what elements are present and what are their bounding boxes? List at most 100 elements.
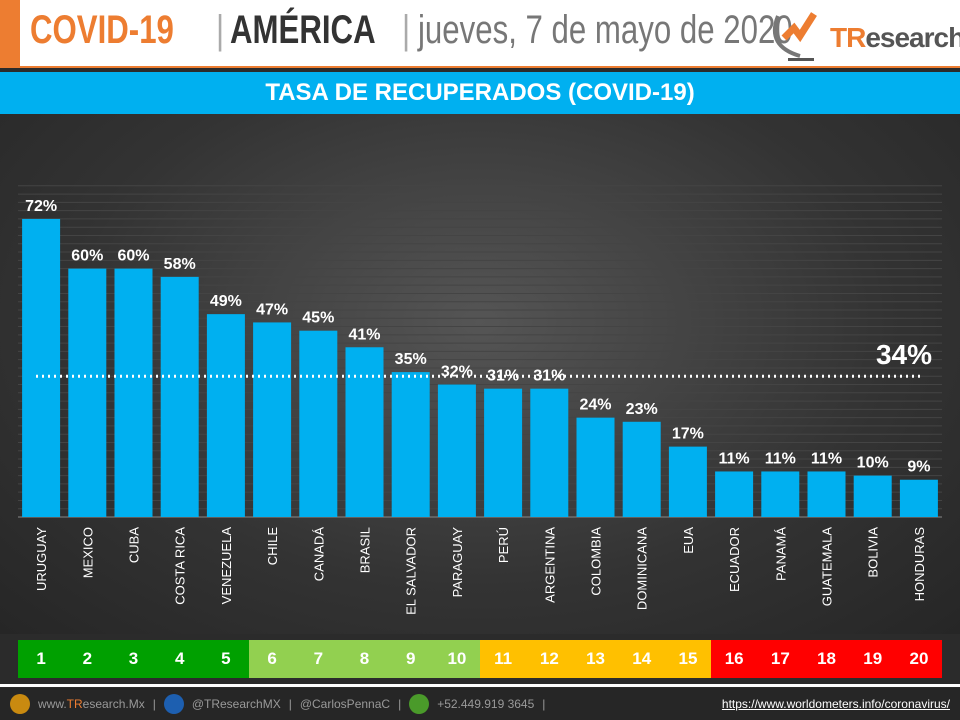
bar-costa-rica bbox=[160, 276, 199, 517]
rank-cell: 8 bbox=[341, 640, 388, 678]
category-label: EUA bbox=[681, 527, 696, 554]
separator: | bbox=[216, 8, 225, 52]
divider bbox=[0, 684, 960, 687]
region: AMÉRICA bbox=[230, 8, 376, 52]
data-label: 31% bbox=[533, 368, 565, 385]
whatsapp-icon bbox=[409, 694, 430, 714]
data-label: 35% bbox=[395, 351, 427, 368]
bar-el-salvador bbox=[391, 372, 430, 517]
bar-paraguay bbox=[437, 384, 476, 517]
rank-cell: 13 bbox=[572, 640, 619, 678]
rank-cell: 20 bbox=[895, 640, 943, 678]
rank-cell: 10 bbox=[433, 640, 481, 678]
rank-cell: 3 bbox=[110, 640, 157, 678]
category-label: PANAMÁ bbox=[773, 527, 788, 581]
data-label: 32% bbox=[441, 364, 473, 381]
data-label: 10% bbox=[857, 455, 889, 472]
separator: | bbox=[152, 697, 156, 711]
twitter-icon bbox=[163, 694, 184, 714]
data-label: 17% bbox=[672, 426, 704, 443]
separator: | bbox=[542, 697, 546, 711]
separator: | bbox=[402, 8, 411, 52]
rank-cell: 12 bbox=[526, 640, 573, 678]
rank-cell: 15 bbox=[664, 640, 712, 678]
data-label: 60% bbox=[117, 248, 149, 265]
data-label: 31% bbox=[487, 368, 519, 385]
data-label: 41% bbox=[348, 326, 380, 343]
category-label: CHILE bbox=[265, 527, 280, 566]
category-label: BOLIVIA bbox=[866, 527, 881, 578]
bar-uruguay bbox=[22, 218, 61, 518]
category-label: BRASIL bbox=[358, 527, 373, 573]
bar-argentina bbox=[530, 388, 569, 517]
footer: www.TResearch.Mx | @TResearchMX | @Carlo… bbox=[0, 688, 960, 720]
phone: +52.449.919 3645 bbox=[437, 697, 535, 711]
rank-cell: 6 bbox=[249, 640, 296, 678]
bar-honduras bbox=[899, 479, 938, 517]
category-label: HONDURAS bbox=[912, 527, 927, 602]
data-label: 11% bbox=[719, 450, 750, 467]
category-label: URUGUAY bbox=[34, 527, 49, 591]
data-label: 11% bbox=[765, 450, 796, 467]
data-label: 9% bbox=[907, 459, 930, 476]
category-label: EL SALVADOR bbox=[404, 527, 419, 615]
rank-cell: 1 bbox=[18, 640, 65, 678]
bar-cuba bbox=[114, 268, 153, 517]
rank-cell: 18 bbox=[803, 640, 850, 678]
bar-chile bbox=[253, 322, 292, 517]
data-label: 58% bbox=[164, 256, 196, 273]
rank-cell: 17 bbox=[757, 640, 804, 678]
bar-dominicana bbox=[622, 421, 661, 517]
data-label: 60% bbox=[71, 248, 103, 265]
bar-chart: 72% URUGUAY 60% MEXICO 60% CUBA 58% COSTA RICA 4… bbox=[0, 114, 960, 634]
bar-brasil bbox=[345, 347, 384, 517]
twitter-handle-2[interactable]: @CarlosPennaC bbox=[299, 697, 391, 711]
category-label: COLOMBIA bbox=[589, 527, 604, 596]
category-label: DOMINICANA bbox=[635, 527, 650, 610]
logo-text: TResearch bbox=[830, 22, 960, 53]
bar-ecuador bbox=[715, 471, 754, 517]
rank-cell: 14 bbox=[618, 640, 665, 678]
bar-eua bbox=[668, 446, 707, 517]
category-label: CUBA bbox=[127, 527, 142, 563]
tresearch-logo-icon bbox=[772, 12, 817, 61]
category-label: VENEZUELA bbox=[219, 527, 234, 605]
bar-colombia bbox=[576, 417, 615, 517]
date: jueves, 7 de mayo de 2020 bbox=[418, 8, 793, 52]
rank-cell: 5 bbox=[202, 640, 250, 678]
title: COVID-19 bbox=[30, 8, 174, 52]
rank-cell: 9 bbox=[387, 640, 434, 678]
category-label: PERÚ bbox=[496, 527, 511, 563]
twitter-handle[interactable]: @TResearchMX bbox=[191, 697, 281, 711]
separator: | bbox=[288, 697, 292, 711]
rank-cell: 11 bbox=[480, 640, 527, 678]
bar-bolivia bbox=[853, 475, 892, 517]
website-link[interactable]: www.TResearch.Mx bbox=[38, 697, 145, 711]
source-link[interactable]: https://www.worldometers.info/coronaviru… bbox=[721, 697, 950, 711]
data-label: 49% bbox=[210, 293, 242, 310]
average-label: 34% bbox=[876, 339, 932, 370]
ranking-bar: 1 2 3 4 5 6 7 8 9 10 11 12 13 14 15 16 17 18 19 20 bbox=[18, 640, 943, 678]
bar-venezuela bbox=[206, 314, 245, 517]
data-label: 23% bbox=[626, 401, 658, 418]
data-label: 24% bbox=[579, 397, 611, 414]
data-label: 72% bbox=[25, 198, 57, 215]
category-label: GUATEMALA bbox=[820, 527, 835, 607]
chart-banner: TASA DE RECUPERADOS (COVID-19) bbox=[0, 72, 960, 114]
rank-cell: 4 bbox=[156, 640, 203, 678]
data-label: 11% bbox=[811, 450, 842, 467]
category-label: MEXICO bbox=[80, 527, 95, 578]
rank-cell: 2 bbox=[64, 640, 111, 678]
rank-cell: 19 bbox=[849, 640, 896, 678]
category-label: PARAGUAY bbox=[450, 527, 465, 598]
globe-icon bbox=[10, 694, 30, 714]
category-label: CANADÁ bbox=[311, 527, 326, 582]
category-label: ECUADOR bbox=[727, 527, 742, 592]
rank-cell: 16 bbox=[711, 640, 758, 678]
category-label: COSTA RICA bbox=[173, 527, 188, 605]
bar-guatemala bbox=[807, 471, 846, 517]
bar-mexico bbox=[68, 268, 107, 517]
bar-perú bbox=[484, 388, 523, 517]
separator: | bbox=[398, 697, 402, 711]
rank-cell: 7 bbox=[295, 640, 342, 678]
